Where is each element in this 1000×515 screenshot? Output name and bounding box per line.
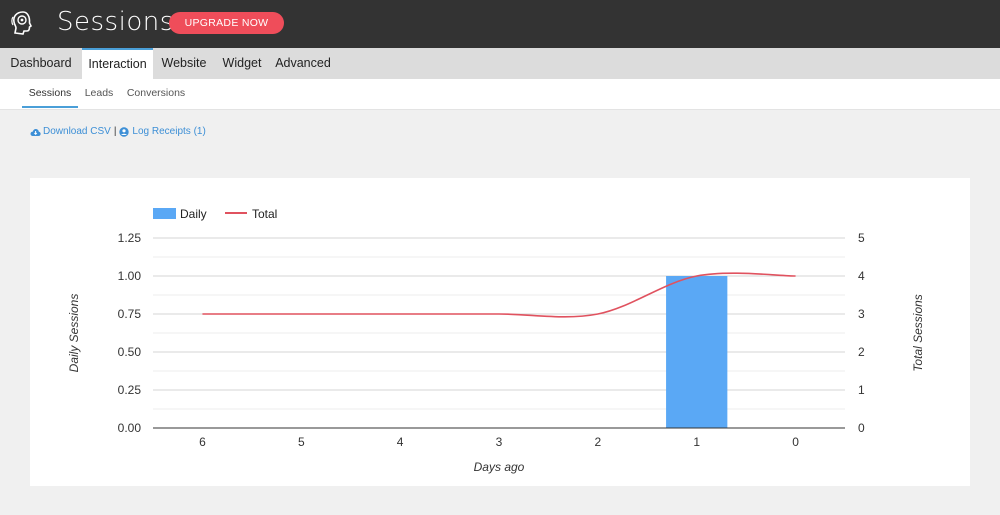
tab-widget[interactable]: Widget — [222, 56, 262, 70]
subtab-conversions[interactable]: Conversions — [126, 87, 186, 99]
y-tick-label: 0.75 — [118, 307, 142, 321]
brain-head-icon[interactable] — [10, 8, 40, 38]
y-tick-label: 0.25 — [118, 383, 142, 397]
y-tick-label: 1.25 — [118, 231, 142, 245]
cloud-download-icon — [30, 128, 41, 136]
x-tick-label: 5 — [298, 435, 305, 449]
y-tick-label: 0.00 — [118, 421, 142, 435]
legend-daily-label: Daily — [180, 207, 207, 221]
sub-nav: Sessions Leads Conversions — [0, 79, 1000, 110]
x-tick-label: 1 — [693, 435, 700, 449]
tab-website[interactable]: Website — [161, 56, 207, 70]
x-tick-label: 3 — [496, 435, 503, 449]
x-tick-label: 2 — [595, 435, 602, 449]
y2-tick-label: 5 — [858, 231, 865, 245]
link-separator: | — [113, 126, 117, 137]
log-receipts-link[interactable]: Log Receipts (1) — [132, 126, 206, 137]
total-line — [202, 272, 796, 318]
legend-total-label: Total — [252, 207, 277, 221]
upgrade-button[interactable]: UPGRADE NOW — [169, 12, 284, 34]
legend-daily-swatch — [153, 208, 176, 219]
y-tick-label: 0.50 — [118, 345, 142, 359]
tab-interaction[interactable]: Interaction — [82, 48, 153, 79]
user-circle-icon — [119, 127, 130, 137]
bar — [666, 276, 728, 428]
tab-advanced[interactable]: Advanced — [275, 56, 331, 70]
action-links: Download CSV | Log Receipts (1) — [30, 125, 206, 140]
y2-tick-label: 1 — [858, 383, 865, 397]
y2-tick-label: 0 — [858, 421, 865, 435]
chart-panel: 0.00 0.25 0.50 0.75 1.00 1.25 0 1 2 3 4 5 6 5 4 3 2 1 0 Day… — [30, 178, 970, 486]
y2-tick-label: 2 — [858, 345, 865, 359]
x-axis-label: Days ago — [474, 460, 525, 474]
sessions-chart: 0.00 0.25 0.50 0.75 1.00 1.25 0 1 2 3 4 5 6 5 4 3 2 1 0 Day… — [67, 207, 925, 474]
download-csv-link[interactable]: Download CSV — [43, 126, 111, 137]
x-tick-label: 4 — [397, 435, 404, 449]
x-tick-label: 0 — [792, 435, 799, 449]
y2-tick-label: 4 — [858, 269, 865, 283]
main-nav: Dashboard Interaction Website Widget Adv… — [0, 48, 1000, 79]
subtab-sessions[interactable]: Sessions — [22, 79, 78, 108]
top-bar: Sessions UPGRADE NOW — [0, 0, 1000, 48]
tab-dashboard[interactable]: Dashboard — [10, 56, 72, 70]
y-tick-label: 1.00 — [118, 269, 142, 283]
subtab-leads[interactable]: Leads — [84, 87, 114, 99]
x-tick-label: 6 — [199, 435, 206, 449]
y2-axis-label: Total Sessions — [911, 294, 925, 372]
page-title: Sessions — [57, 7, 174, 37]
y-axis-label: Daily Sessions — [67, 294, 81, 373]
y2-tick-label: 3 — [858, 307, 865, 321]
